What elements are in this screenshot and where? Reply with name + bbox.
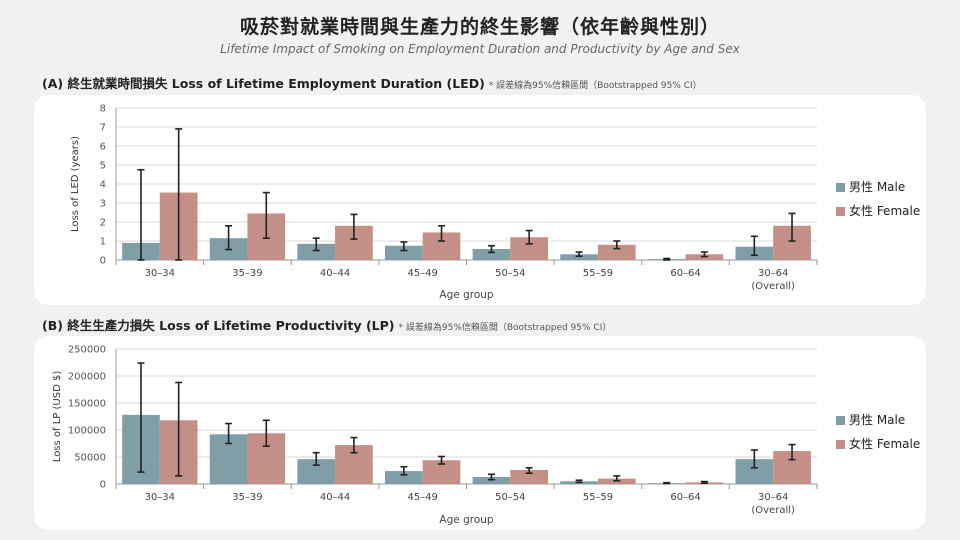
error-bar [262,419,270,447]
y-tick-label: 3 [100,199,106,210]
error-bar [225,422,233,445]
bar-female [510,469,548,484]
y-tick-label: 8 [100,104,106,115]
panel-b-card: 0 50000 100000 150000 200000 250000 30–34 35–39… [34,336,926,530]
x-tick-label: 40–44 [320,268,350,279]
error-bar [262,191,270,239]
x-tick-label: 45–49 [407,268,437,279]
error-bar [663,481,671,485]
y-tick-label: 7 [100,123,106,134]
error-bar [575,479,583,484]
panel-b-note: * 誤差線為95%信賴區間（Bootstrapped 95% CI） [398,323,612,333]
error-bar [225,225,233,251]
y-tick-label: 50000 [74,453,106,464]
error-bar [438,225,446,242]
bar-male [472,248,511,260]
legend-swatch-female [836,440,845,449]
error-bar [750,449,758,469]
y-tick-label: 4 [100,180,106,191]
bar-male [297,243,336,260]
error-bar [400,241,408,252]
error-bar [788,443,796,461]
error-bar [487,473,495,481]
y-tick-label: 100000 [68,426,106,437]
x-tick-label: 50–54 [495,268,525,279]
bar-male [385,471,423,484]
x-tick-label: 60–64 [670,268,700,279]
legend-swatch-female [836,207,845,216]
y-tick-label: 0 [100,256,106,267]
panel-b-title: (B) 終生生產力損失 Loss of Lifetime Productivit… [42,315,611,334]
y-tick-label: 5 [100,161,106,172]
error-bar [525,467,533,474]
y-tick-label: 0 [100,480,106,491]
bar-male [472,476,511,484]
error-bar [438,455,446,465]
error-bar [400,465,408,476]
x-axis-label: Age group [439,514,493,526]
x-tick-label: 50–54 [495,492,525,503]
error-bar [700,480,708,484]
x-tick-label: 35–39 [232,268,262,279]
x-tick-label: 55–59 [583,492,613,503]
x-tick-label: 30–64 (Overall) [751,492,795,516]
error-bar [575,251,583,257]
error-bar [788,212,796,242]
bar-male [560,254,598,260]
legend-label: 女性 Female [849,436,920,451]
y-tick-label: 150000 [68,399,106,410]
x-tick-label: 35–39 [232,492,262,503]
x-tick-label: 55–59 [583,268,613,279]
panel-b-label: (B) 終生生產力損失 Loss of Lifetime Productivit… [42,318,395,333]
error-bar [487,244,495,254]
x-tick-label: 60–64 [670,492,700,503]
bar-female [422,460,461,484]
legend-swatch-male [836,183,845,192]
y-axis-label: Loss of LED (years) [70,136,81,232]
y-axis-label: Loss of LP (USD $) [52,371,63,463]
legend-label: 女性 Female [849,203,920,218]
legend-label: 男性 Male [849,413,905,427]
panel-a-note: * 誤差線為95%信賴區間（Bootstrapped 95% CI） [488,81,702,91]
panel-a-title: (A) 終生就業時間損失 Loss of Lifetime Employment… [42,73,702,92]
y-tick-label: 250000 [68,345,106,356]
legend-swatch-male [836,416,845,425]
error-bar [700,251,708,258]
error-bar [175,381,183,477]
error-bar [613,475,621,482]
error-bar [350,436,358,454]
panel-a-card: 0 1 2 3 4 5 6 7 8 30–34 35–39 40–44 45–49 50–54 55–59 6… [34,95,926,305]
error-bar [750,235,758,257]
page-subtitle: Lifetime Impact of Smoking on Employment… [220,42,740,56]
x-tick-label: 30–34 [145,268,175,279]
panel-a-label: (A) 終生就業時間損失 Loss of Lifetime Employment… [42,76,485,91]
x-axis-label: Age group [439,289,493,301]
y-tick-label: 1 [100,237,106,248]
x-tick-label: 30–34 [145,492,175,503]
bar-female [510,237,548,260]
error-bar [663,257,671,261]
x-tick-label: 45–49 [407,492,437,503]
bar-female [597,244,636,260]
legend-label: 男性 Male [849,180,905,194]
error-bar [312,237,320,252]
error-bar [613,240,621,250]
x-tick-label: 30–64 (Overall) [751,268,795,292]
bar-male [385,245,423,260]
y-tick-label: 6 [100,142,106,153]
error-bar [350,213,358,240]
error-bar [525,229,533,245]
error-bar [137,168,145,261]
led-chart: 0 1 2 3 4 5 6 7 8 30–34 35–39 40–44 45–49 50–54 55–59 6… [70,104,920,302]
page-title: 吸菸對就業時間與生產力的終生影響（依年齡與性別） [239,16,720,38]
x-tick-label: 40–44 [320,492,350,503]
error-bar [175,128,183,261]
error-bar [312,451,320,466]
lp-chart: 0 50000 100000 150000 200000 250000 30–34 35–39… [52,345,920,527]
error-bar [137,362,145,473]
y-tick-label: 200000 [68,372,106,383]
y-tick-label: 2 [100,218,106,229]
